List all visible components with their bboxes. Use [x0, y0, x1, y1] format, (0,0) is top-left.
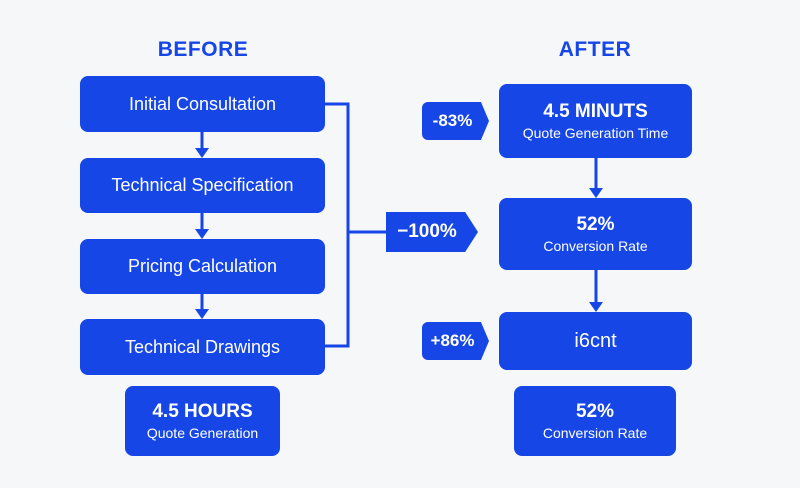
before-result-label: Quote Generation: [146, 425, 259, 442]
arrow-head-5: [589, 302, 603, 312]
after-third-value: i6cnt: [574, 329, 617, 352]
arrow-head-4: [589, 188, 603, 198]
after-conversion-value: 52%: [576, 213, 615, 235]
reduction-badge-text: −100%: [397, 221, 457, 242]
arrow-head-3: [195, 309, 209, 319]
before-result-value: 4.5 HOURS: [152, 400, 253, 422]
after-conversion-box: 52% Conversion Rate: [499, 198, 692, 270]
after-third-box: i6cnt: [499, 312, 692, 370]
quote-time-change-text: -83%: [432, 111, 473, 130]
third-change-badge: +86%: [422, 322, 489, 360]
after-quote-time-label: Quote Generation Time: [522, 125, 669, 142]
before-heading: BEFORE: [157, 38, 249, 61]
step-label: Pricing Calculation: [127, 256, 278, 277]
step-label: Initial Consultation: [128, 93, 277, 114]
step-label: Technical Specification: [111, 175, 294, 196]
step-label: Technical Drawings: [124, 336, 281, 357]
before-result-box: 4.5 HOURS Quote Generation: [125, 386, 280, 456]
step-technical-drawings: Technical Drawings: [80, 319, 325, 375]
step-technical-specification: Technical Specification: [80, 158, 325, 213]
quote-time-change-badge: -83%: [422, 102, 489, 140]
step-initial-consultation: Initial Consultation: [80, 76, 325, 132]
bracket-line: [325, 102, 350, 348]
after-heading: AFTER: [558, 38, 632, 61]
arrow-head-2: [195, 229, 209, 239]
after-conversion-label: Conversion Rate: [543, 238, 648, 255]
arrow-head-1: [195, 148, 209, 158]
third-change-text: +86%: [430, 331, 475, 350]
after-result-value: 52%: [575, 400, 615, 422]
after-quote-time-box: 4.5 MINUTS Quote Generation Time: [499, 84, 692, 158]
after-result-label: Conversion Rate: [542, 425, 648, 442]
step-pricing-calculation: Pricing Calculation: [80, 239, 325, 294]
reduction-badge: −100%: [386, 212, 478, 252]
after-result-box: 52% Conversion Rate: [514, 386, 676, 456]
after-quote-time-value: 4.5 MINUTS: [543, 100, 648, 122]
